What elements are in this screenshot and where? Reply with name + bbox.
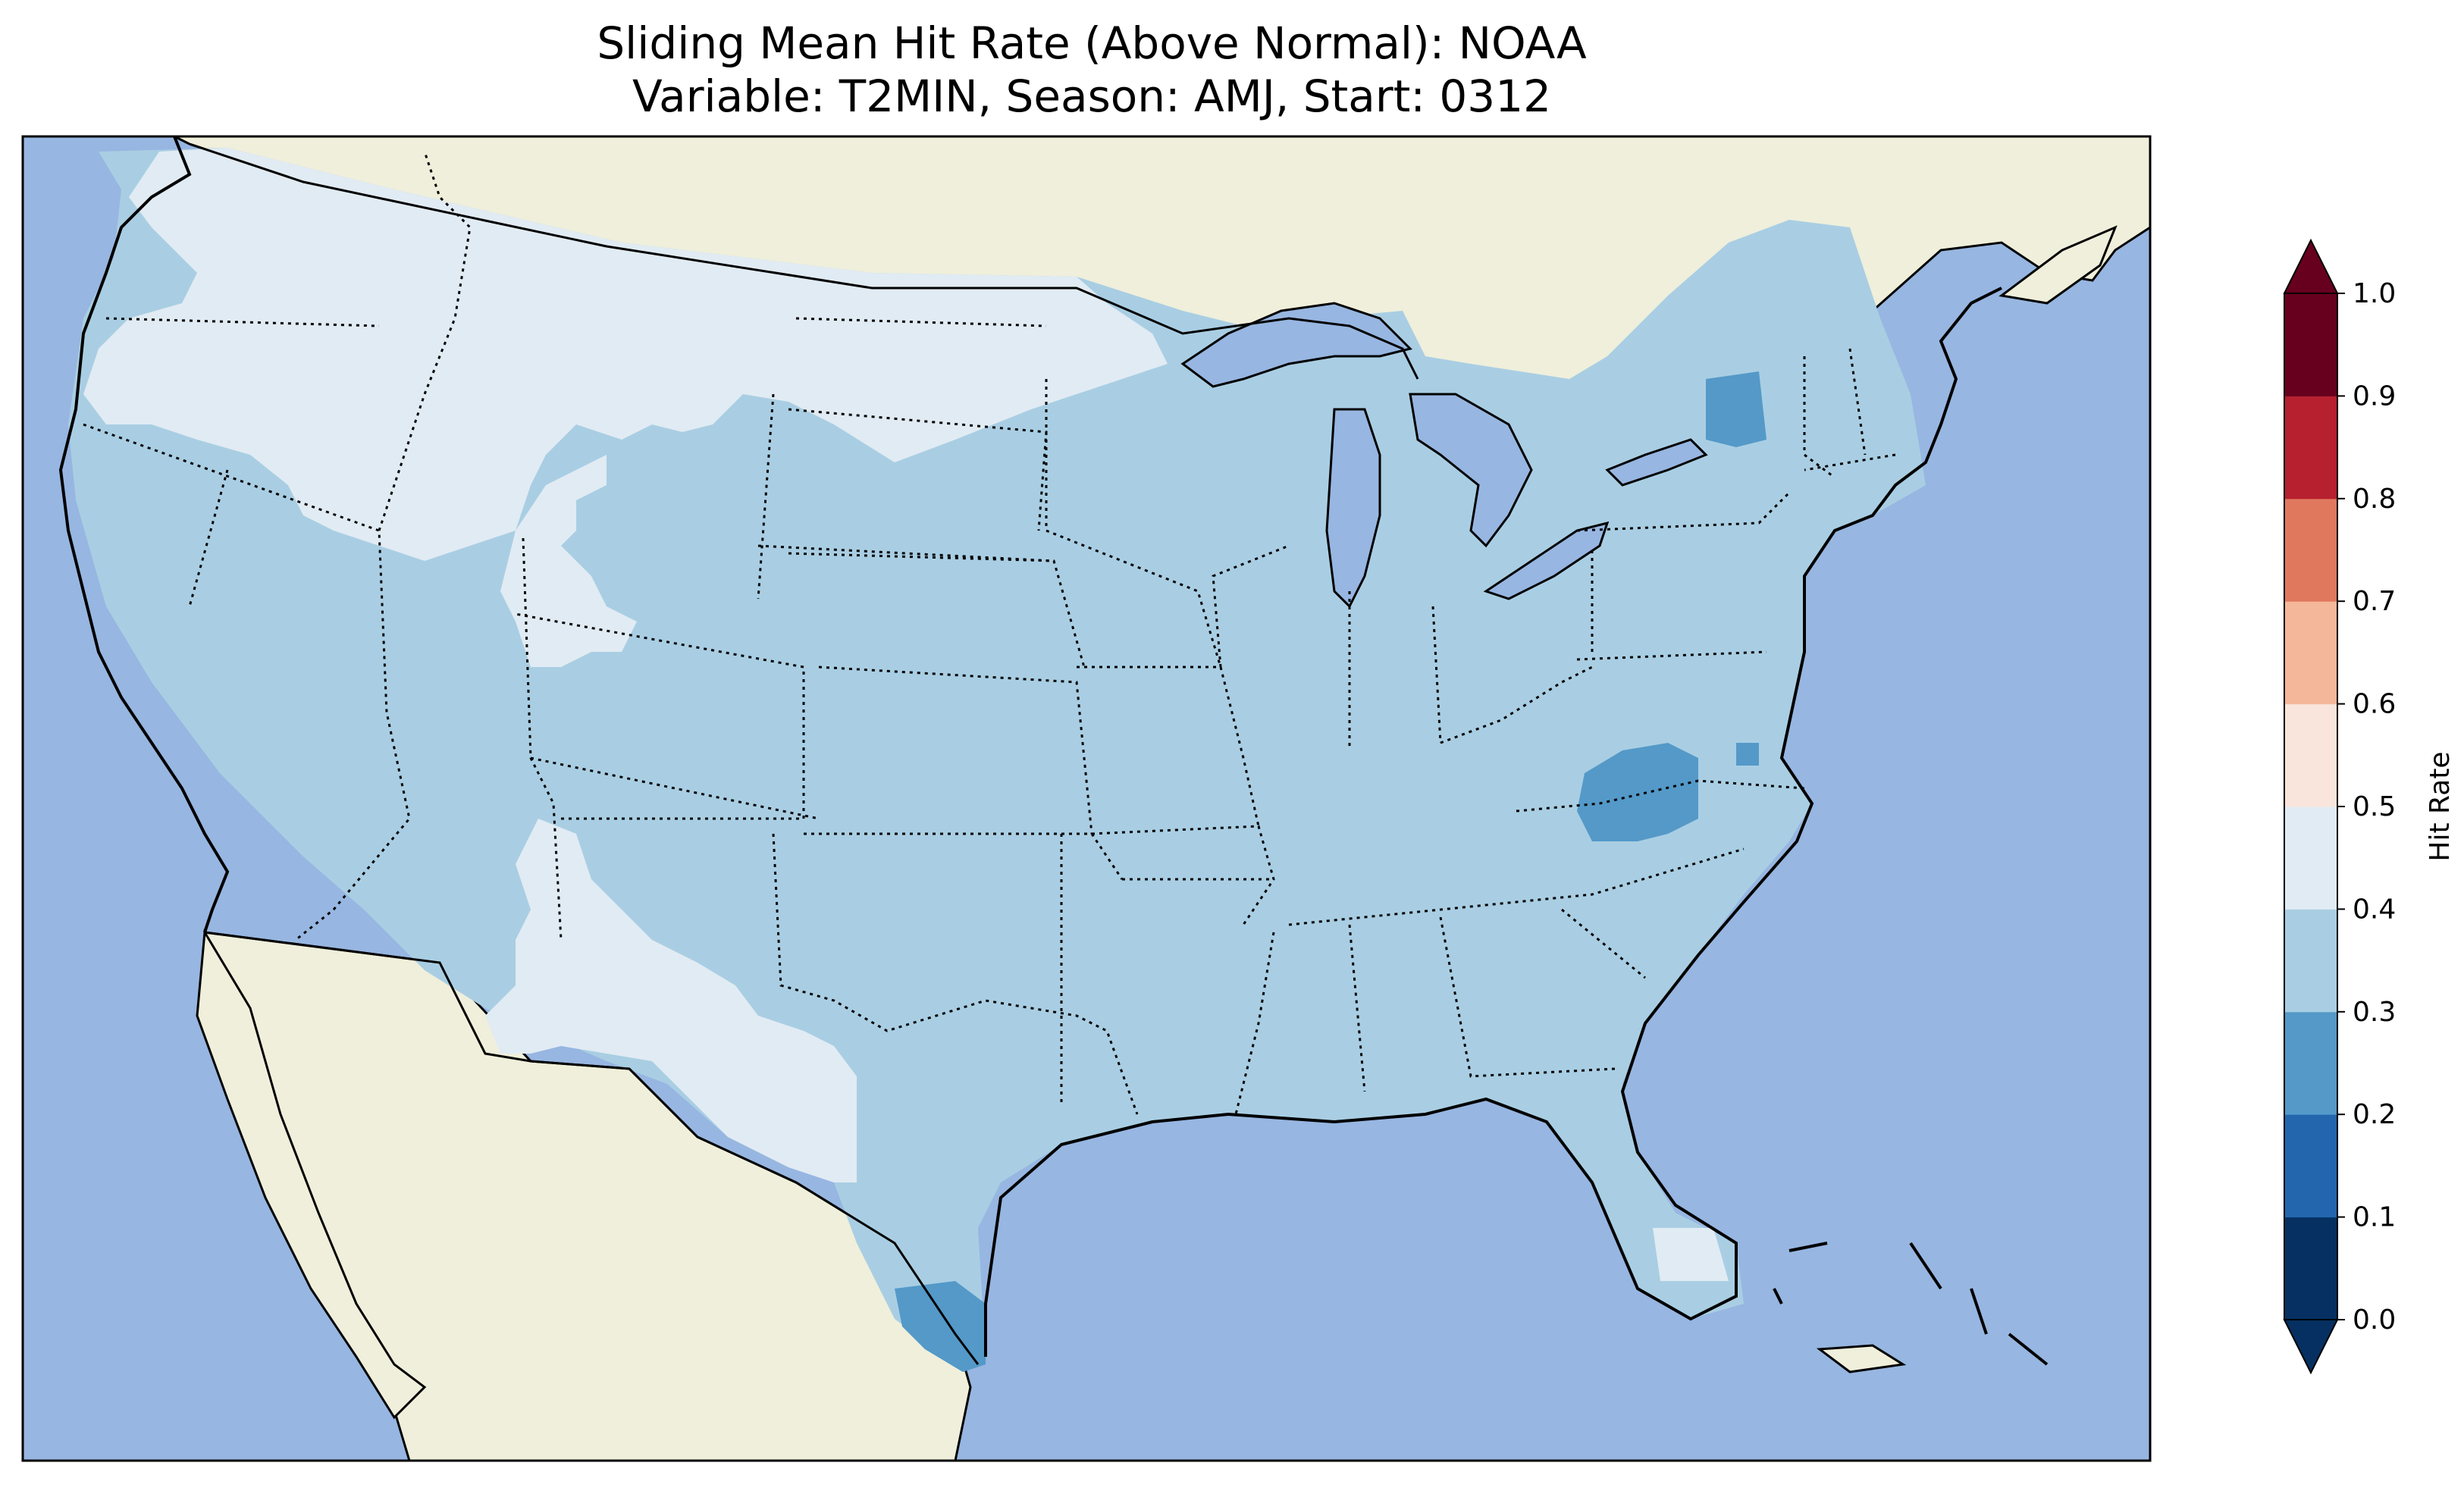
colorbar-tick-label: 0.5 <box>2353 791 2396 822</box>
colorbar-tick-label: 1.0 <box>2353 278 2396 309</box>
conus-coastline <box>58 136 2002 1357</box>
colorbar-segment <box>2284 807 2337 910</box>
colorbar-label: Hit Rate <box>2425 751 2456 861</box>
hitrate-02-03-virginia <box>1577 743 1698 841</box>
colorbar-segment <box>2284 396 2337 500</box>
colorbar-tick-label: 0.9 <box>2353 381 2396 412</box>
lake-huron <box>1409 393 1533 548</box>
nova-scotia <box>1998 225 2118 305</box>
hitrate-04-05-florida <box>1653 1228 1729 1281</box>
bahamas-islands <box>1773 1242 2049 1366</box>
colorbar-tick-label: 0.4 <box>2353 894 2396 925</box>
lake-erie <box>1483 521 1610 600</box>
lake-ontario <box>1605 438 1708 487</box>
colorbar-tick-label: 0.6 <box>2353 689 2396 720</box>
hitrate-02-03-texas-coast <box>895 1281 986 1372</box>
colorbar-segment <box>2284 1114 2337 1218</box>
state-borders <box>83 151 1896 1115</box>
colorbar-extend-min <box>2283 1319 2339 1375</box>
colorbar-tick-label: 0.8 <box>2353 484 2396 515</box>
colorbar-segment <box>2284 909 2337 1013</box>
colorbar-tick-label: 0.1 <box>2353 1202 2396 1233</box>
colorbar-segment <box>2284 703 2337 807</box>
colorbar: 0.0 0.1 0.2 0.3 0.4 0.5 0.6 0.7 0.8 0.9 1.0 Hit Rat… <box>2283 238 2456 1375</box>
colorbar-tick-label: 0.0 <box>2353 1305 2396 1336</box>
hitrate-04-05-north <box>83 148 1168 561</box>
us-mexico-border <box>204 931 980 1365</box>
colorbar-segment <box>2284 1217 2337 1320</box>
figure-title-line1: Sliding Mean Hit Rate (Above Normal): NO… <box>597 17 1587 69</box>
map-panel <box>21 135 2152 1462</box>
cuba-island <box>1816 1344 1907 1373</box>
colorbar-segment <box>2284 293 2337 396</box>
colorbar-tick-label: 0.3 <box>2353 997 2396 1028</box>
lake-superior <box>1180 302 1412 388</box>
hitrate-04-05-utah <box>500 455 637 667</box>
baja-peninsula <box>196 929 427 1420</box>
colorbar-segment <box>2284 1011 2337 1115</box>
colorbar-segment <box>2284 498 2337 602</box>
colorbar-tick-label: 0.2 <box>2353 1099 2396 1130</box>
hitrate-04-05-nm-tx <box>485 819 857 1182</box>
colorbar-extend-max <box>2283 238 2339 294</box>
figure-title-line2: Variable: T2MIN, Season: AMJ, Start: 031… <box>632 70 1551 122</box>
colorbar-segment <box>2284 601 2337 705</box>
colorbar-tick-label: 0.7 <box>2353 586 2396 617</box>
hitrate-02-03-delmarva <box>1736 743 1759 766</box>
us-canada-border <box>189 143 1419 380</box>
lake-michigan <box>1325 408 1381 609</box>
hitrate-02-03-newyork <box>1706 371 1766 447</box>
map-frame <box>21 135 2152 1462</box>
